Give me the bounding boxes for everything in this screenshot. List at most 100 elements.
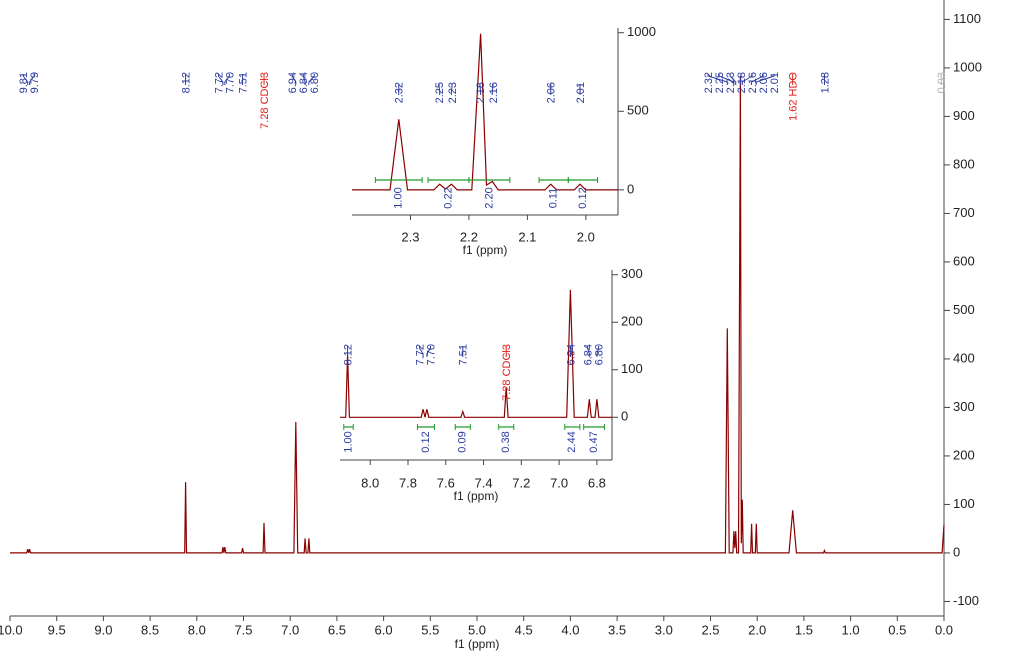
peak-label: 7.28 CDCl3 <box>501 344 513 401</box>
integral-label: 0.38 <box>500 431 512 452</box>
peak-connector <box>587 346 590 357</box>
peak-connector <box>479 84 482 95</box>
y-tick-label: 600 <box>953 253 975 268</box>
integral <box>454 424 471 430</box>
y-tick-label: 0 <box>627 181 634 196</box>
x-tick-label: 8.5 <box>141 622 159 637</box>
peak-label: 6.80 <box>594 344 606 365</box>
peak-label: 1.62 HDO <box>788 72 800 121</box>
x-tick-label: 2.0 <box>577 229 595 244</box>
x-tick-label: 4.5 <box>515 622 533 637</box>
integral-label: 0.11 <box>548 188 560 209</box>
x-tick-label: 7.4 <box>475 475 493 490</box>
x-tick-label: 3.0 <box>655 622 673 637</box>
spectrum-line <box>352 33 618 191</box>
y-tick-label: 0 <box>621 409 628 424</box>
y-tick-label: 300 <box>953 399 975 414</box>
peak-label: 8.12 <box>180 72 192 93</box>
y-tick-label: 100 <box>621 361 643 376</box>
peak-label: 2.23 <box>725 72 737 93</box>
y-tick-label: -100 <box>953 593 979 608</box>
peak-label: 7.51 <box>237 72 249 93</box>
x-tick-label: 9.0 <box>94 622 112 637</box>
x-tick-label: 7.0 <box>281 622 299 637</box>
x-tick-label: 7.8 <box>399 475 417 490</box>
x-tick-label: 1.0 <box>842 622 860 637</box>
x-tick-label: 6.5 <box>328 622 346 637</box>
x-tick-label: 7.2 <box>512 475 530 490</box>
integral-label: 2.44 <box>566 431 578 452</box>
integral <box>498 424 515 430</box>
peak-label: 6.84 <box>298 72 310 93</box>
x-tick-label: 2.2 <box>460 229 478 244</box>
integral-label: 0.12 <box>577 187 589 208</box>
peak-connector <box>741 74 753 85</box>
x-tick-label: 5.0 <box>468 622 486 637</box>
integral <box>374 177 423 183</box>
peak-connector <box>438 84 441 95</box>
peak-label: 7.72 <box>213 72 225 93</box>
peak-connector <box>22 74 29 85</box>
peak-connector <box>302 74 306 85</box>
peak-label: 7.70 <box>425 344 437 365</box>
peak-label: 2.23 <box>447 82 459 103</box>
peak-label: 2.32 <box>394 82 406 103</box>
x-tick-label: 0.0 <box>935 622 953 637</box>
peak-label: 7.51 <box>458 344 470 365</box>
x-axis-label: f1 (ppm) <box>463 243 508 257</box>
peak-label: 7.70 <box>224 72 236 93</box>
integral <box>583 424 605 430</box>
peak-connector <box>291 74 297 85</box>
peak-connector <box>739 74 742 85</box>
integral <box>564 424 581 430</box>
spectrum-line <box>340 289 612 418</box>
y-tick-label: 0 <box>953 544 960 559</box>
integral-label: 1.00 <box>342 431 354 452</box>
x-axis-label: f1 (ppm) <box>455 637 500 651</box>
peak-label: 1.28 <box>819 72 831 93</box>
integral-label: 0.09 <box>457 431 469 452</box>
x-tick-label: 7.6 <box>437 475 455 490</box>
y-tick-label: 400 <box>953 350 975 365</box>
x-tick-label: 2.1 <box>518 229 536 244</box>
peak-label: 9.81 <box>18 72 30 93</box>
integral <box>567 177 599 183</box>
peak-label: 6.94 <box>287 72 299 93</box>
x-tick-label: 7.0 <box>550 475 568 490</box>
y-tick-label: 100 <box>953 496 975 511</box>
inset-background <box>340 270 612 460</box>
x-tick-label: 9.5 <box>48 622 66 637</box>
y-tick-label: 300 <box>621 266 643 281</box>
peak-connector <box>718 74 735 85</box>
peak-connector <box>224 74 230 85</box>
x-tick-label: 7.5 <box>234 622 252 637</box>
peak-connector <box>419 346 424 357</box>
integral-label: 0.22 <box>442 187 454 208</box>
x-tick-label: 0.5 <box>888 622 906 637</box>
peak-connector <box>426 346 431 357</box>
y-tick-label: 1000 <box>953 59 982 74</box>
x-tick-label: 6.8 <box>588 475 606 490</box>
peak-connector <box>729 74 737 85</box>
y-tick-label: 1000 <box>627 24 656 39</box>
x-tick-label: 6.0 <box>375 622 393 637</box>
peak-connector <box>491 84 494 95</box>
y-tick-label: 1100 <box>953 11 981 26</box>
x-tick-label: 5.5 <box>421 622 439 637</box>
peak-label: 2.01 <box>769 72 781 93</box>
integral <box>343 424 354 430</box>
integral <box>416 424 435 430</box>
y-tick-label: 800 <box>953 156 975 171</box>
integral-label: 0.47 <box>588 431 600 452</box>
y-tick-label: 700 <box>953 205 975 220</box>
peak-connector <box>596 346 600 357</box>
spectrum-line <box>10 76 945 554</box>
peak-label: 2.01 <box>575 82 587 103</box>
peak-label: 6.94 <box>565 344 577 365</box>
peak-connector <box>29 74 35 85</box>
y-tick-label: 200 <box>953 447 975 462</box>
peak-connector <box>217 74 224 85</box>
peak-connector <box>707 74 728 85</box>
x-tick-label: 2.3 <box>401 229 419 244</box>
